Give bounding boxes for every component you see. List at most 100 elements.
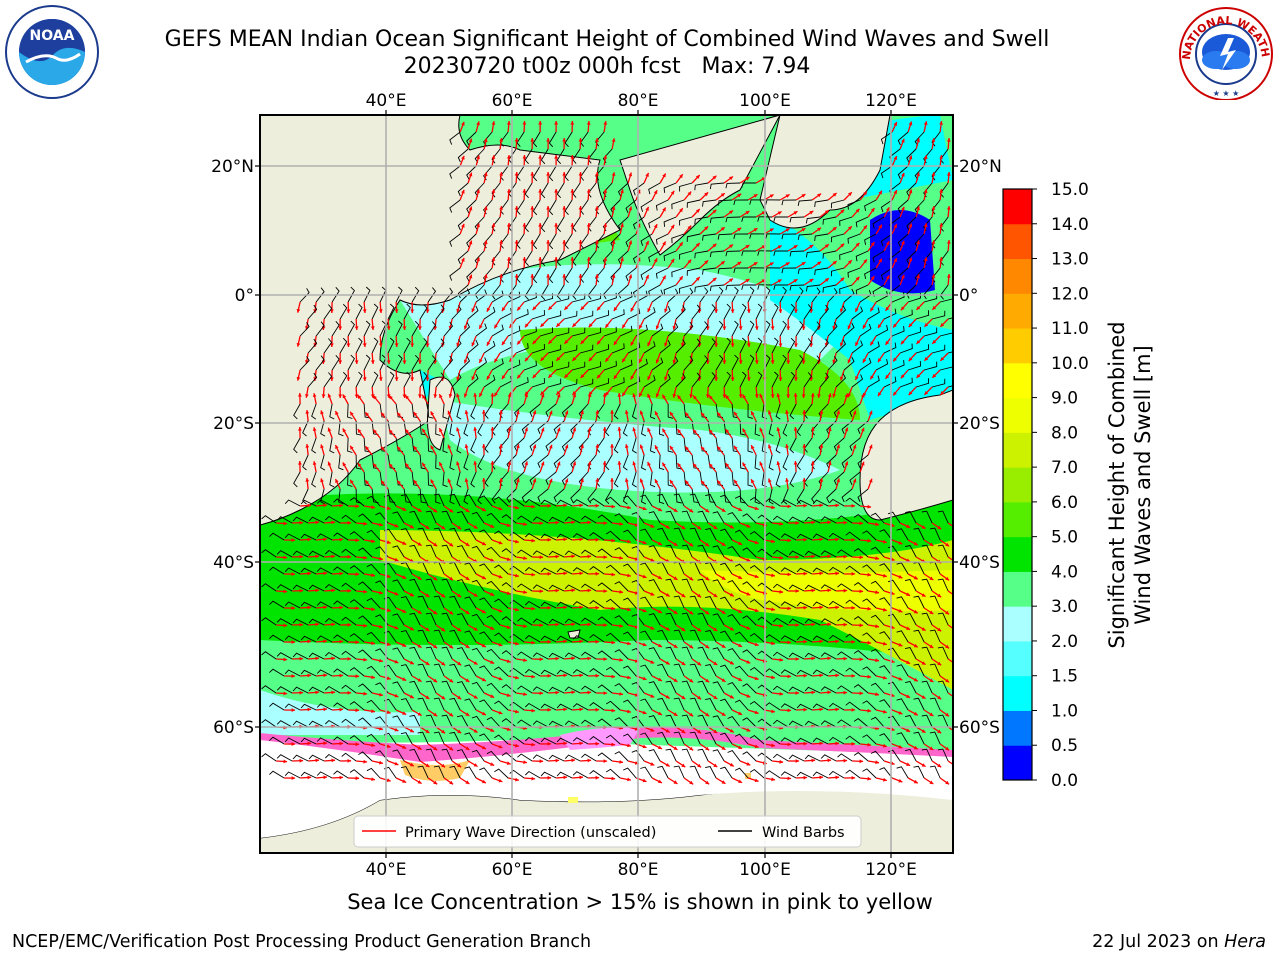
wave-direction-arrowhead bbox=[705, 508, 710, 513]
wind-barb bbox=[797, 199, 813, 206]
wind-barb bbox=[683, 321, 694, 337]
wave-direction-arrowhead bbox=[554, 223, 559, 227]
wind-barb bbox=[491, 182, 501, 198]
sea-ice-fleck bbox=[568, 797, 578, 803]
wind-barb bbox=[611, 343, 625, 354]
wave-direction-arrowhead bbox=[578, 172, 583, 176]
wave-direction-arrowhead bbox=[695, 277, 700, 281]
wave-direction-arrowhead bbox=[639, 410, 644, 415]
wind-barb bbox=[671, 233, 685, 244]
wave-direction-arrowhead bbox=[729, 210, 733, 215]
wind-barb bbox=[597, 616, 613, 626]
footer-date: 22 Jul 2023 on Hera bbox=[1092, 932, 1266, 952]
wind-barb bbox=[363, 403, 371, 419]
wave-direction-arrowhead bbox=[908, 189, 913, 194]
wave-direction-arrowhead bbox=[870, 242, 875, 246]
wind-barb bbox=[355, 420, 362, 436]
wind-barb bbox=[702, 267, 717, 275]
wave-direction-arrowhead bbox=[524, 357, 529, 362]
wave-direction-arrowhead bbox=[371, 607, 375, 611]
wave-direction-arrowhead bbox=[645, 274, 649, 279]
wave-direction-arrowhead bbox=[916, 138, 920, 143]
wind-barb bbox=[595, 165, 605, 181]
wind-barb bbox=[570, 488, 581, 503]
wind-barb bbox=[311, 471, 317, 488]
wave-direction-arrowhead bbox=[642, 608, 647, 613]
wind-barb bbox=[484, 437, 493, 453]
wave-direction-arrowhead bbox=[530, 138, 535, 142]
wind-barb bbox=[648, 216, 661, 229]
wave-direction-arrowhead bbox=[885, 340, 890, 345]
wave-direction-arrowhead bbox=[447, 478, 452, 483]
wind-barb bbox=[896, 596, 909, 609]
wave-direction-arrowhead bbox=[532, 306, 537, 311]
wind-barb bbox=[331, 355, 340, 371]
legend-barb-label: Wind Barbs bbox=[762, 825, 845, 841]
wind-barb bbox=[631, 437, 637, 454]
wind-barb bbox=[771, 371, 779, 388]
wave-direction-arrowhead bbox=[669, 445, 674, 450]
wave-direction-arrowhead bbox=[721, 610, 726, 614]
wave-direction-arrowhead bbox=[305, 394, 309, 398]
wave-direction-arrowhead bbox=[501, 341, 506, 346]
wave-direction-arrowhead bbox=[296, 376, 301, 381]
wind-barb bbox=[826, 488, 837, 503]
wind-barb bbox=[540, 601, 557, 609]
wave-direction-arrowhead bbox=[809, 278, 814, 283]
wave-direction-arrowhead bbox=[610, 444, 614, 448]
wind-barb bbox=[276, 618, 293, 626]
wave-direction-arrowhead bbox=[923, 257, 928, 262]
wave-direction-arrowhead bbox=[476, 189, 480, 194]
wind-barb bbox=[841, 488, 853, 503]
wave-direction-arrowhead bbox=[547, 605, 552, 610]
wind-barb bbox=[532, 516, 549, 524]
wind-barb bbox=[553, 454, 565, 469]
wind-barb bbox=[789, 216, 805, 223]
wave-direction-arrowhead bbox=[893, 190, 897, 194]
right-tick-label: 0° bbox=[959, 286, 978, 306]
wave-direction-arrowhead bbox=[439, 428, 443, 433]
wave-direction-arrowhead bbox=[832, 393, 836, 398]
wave-direction-arrowhead bbox=[342, 462, 347, 467]
wind-barb bbox=[803, 304, 812, 320]
wave-direction-arrowhead bbox=[417, 610, 422, 614]
wind-barb bbox=[417, 493, 429, 507]
wave-direction-arrowhead bbox=[687, 225, 692, 230]
wind-barb bbox=[773, 250, 789, 256]
wave-direction-arrowhead bbox=[840, 209, 845, 214]
wind-barb bbox=[605, 598, 621, 609]
wind-barb bbox=[483, 374, 496, 388]
left-tick-label: 20°N bbox=[211, 157, 254, 177]
wave-direction-arrowhead bbox=[350, 445, 354, 450]
wind-barb bbox=[589, 498, 605, 507]
wave-direction-arrowhead bbox=[870, 341, 874, 346]
wind-barb bbox=[883, 376, 897, 388]
wind-barb bbox=[564, 165, 573, 182]
wind-barb bbox=[749, 199, 765, 205]
wind-barb bbox=[804, 516, 821, 524]
wind-barb bbox=[822, 250, 837, 259]
wave-direction-arrowhead bbox=[339, 537, 344, 542]
wind-barb bbox=[822, 216, 837, 225]
wind-barb bbox=[484, 471, 493, 487]
wave-direction-arrowhead bbox=[580, 340, 585, 344]
wind-barb bbox=[643, 341, 656, 354]
wave-direction-arrowhead bbox=[802, 444, 807, 448]
wave-direction-arrowhead bbox=[547, 503, 552, 508]
wave-direction-arrowhead bbox=[851, 504, 856, 508]
wind-barb bbox=[749, 496, 765, 507]
wave-direction-arrowhead bbox=[658, 575, 662, 579]
wind-barb bbox=[820, 516, 837, 524]
wave-direction-arrowhead bbox=[924, 391, 929, 395]
wave-direction-arrowhead bbox=[712, 175, 717, 180]
wind-barb bbox=[308, 618, 325, 626]
wave-direction-arrowhead bbox=[734, 445, 738, 450]
wind-barb bbox=[548, 378, 562, 388]
wind-barb bbox=[623, 563, 637, 575]
wave-direction-arrowhead bbox=[720, 193, 725, 197]
wave-direction-arrowhead bbox=[654, 411, 659, 416]
wave-direction-arrowhead bbox=[299, 554, 304, 559]
wind-barb bbox=[548, 199, 557, 216]
wave-direction-arrowhead bbox=[776, 427, 781, 432]
wind-barb bbox=[843, 322, 855, 337]
